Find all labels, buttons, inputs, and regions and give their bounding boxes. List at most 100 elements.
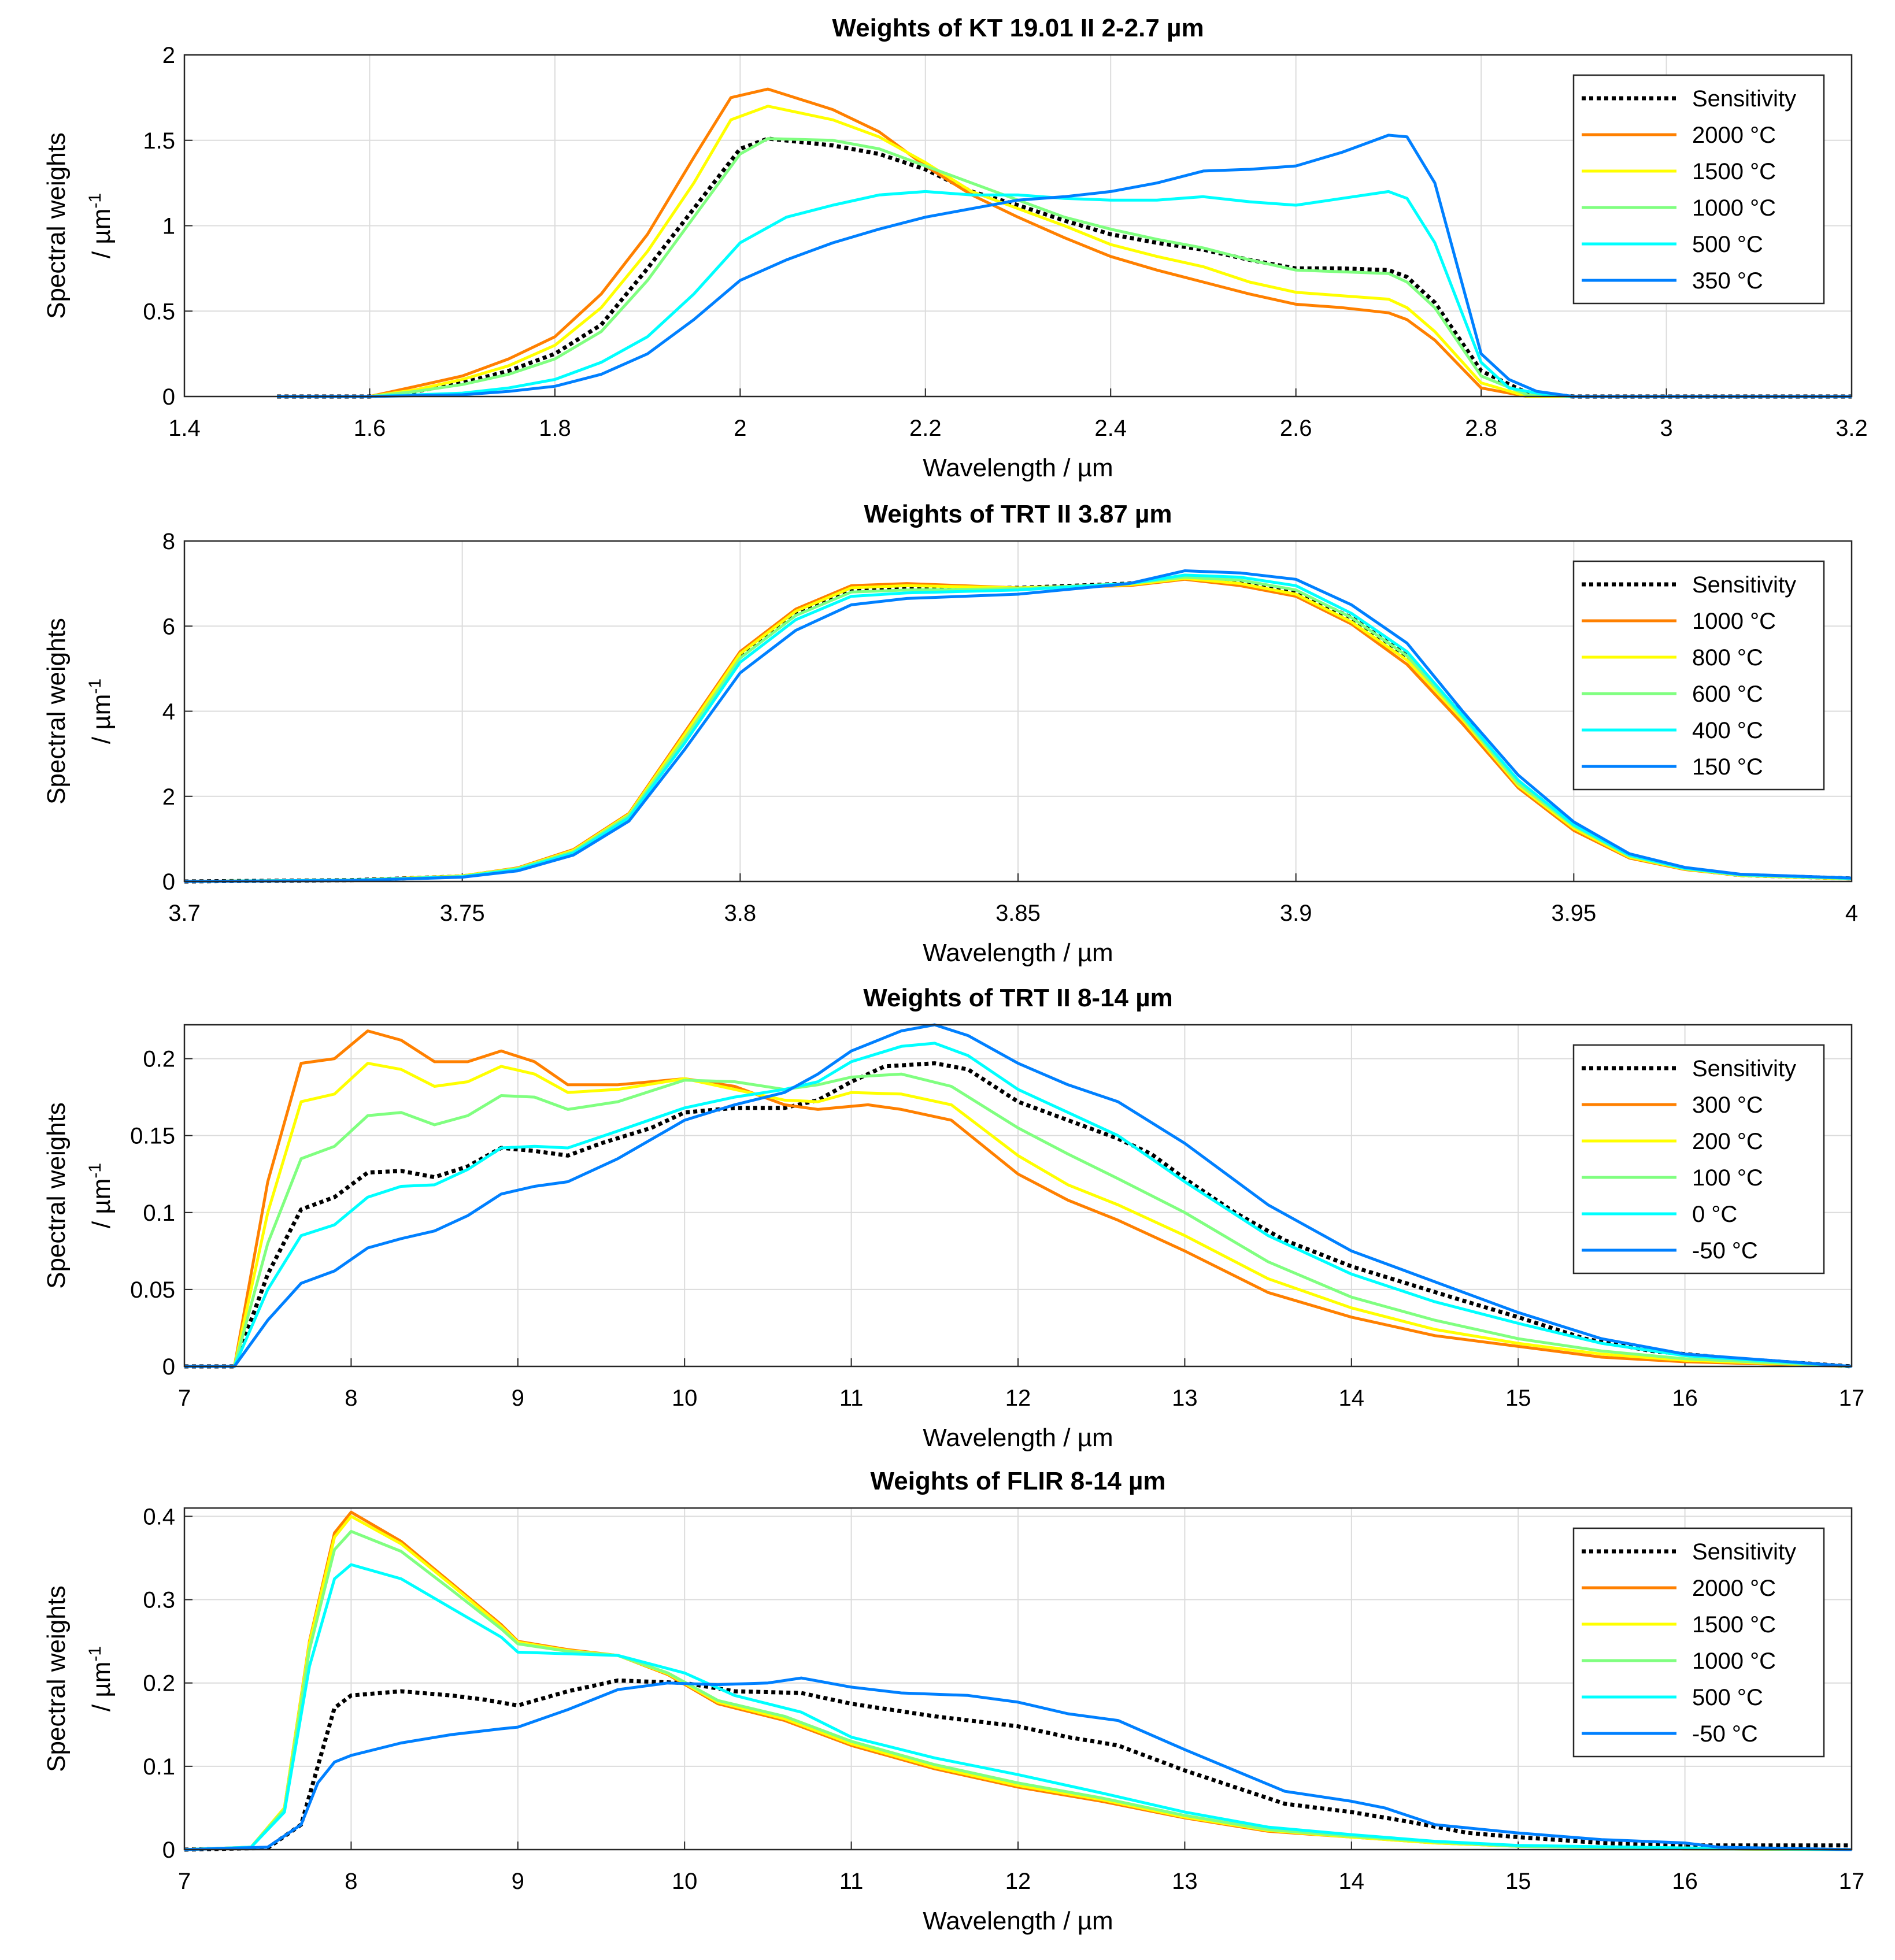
y-axis-label: Spectral weights (42, 1102, 71, 1289)
legend-item: 350 °C (1582, 268, 1763, 294)
chart-title: Weights of FLIR 8-14 µm (870, 1467, 1165, 1495)
legend-label: -50 °C (1692, 1721, 1758, 1747)
chart-panel-2: 3.7 3.75 3.8 3.85 3.9 3.95 4 0 2 4 6 8 Weights of TR… (42, 500, 1858, 967)
x-tick-label: 15 (1505, 1869, 1531, 1894)
x-tick-label: 17 (1839, 1385, 1865, 1411)
legend-item: 2000 °C (1582, 123, 1776, 148)
x-axis-label: Wavelength / µm (923, 1907, 1113, 1935)
y-axis-label: Spectral weights (42, 618, 71, 805)
y-axis-label: Spectral weights (42, 1585, 71, 1772)
chart-title: Weights of TRT II 8-14 µm (863, 984, 1172, 1012)
x-tick-label: 10 (672, 1385, 698, 1411)
x-tick-label: 2 (734, 416, 746, 441)
legend-item: Sensitivity (1582, 86, 1796, 112)
y-tick-label: 0.1 (143, 1754, 175, 1780)
y-axis-unit-label: / µm-1 (86, 193, 116, 258)
x-tick-label: 3.7 (168, 901, 201, 926)
legend-label: Sensitivity (1692, 572, 1796, 598)
y-axis-unit: / µm (87, 209, 116, 258)
x-tick-label: 8 (345, 1869, 357, 1894)
x-tick-label: 3.8 (724, 901, 757, 926)
legend-item: 1000 °C (1582, 195, 1776, 221)
y-axis-unit-label: / µm-1 (86, 1163, 116, 1228)
x-tick-label: 3.95 (1551, 901, 1596, 926)
legend: Sensitivity 2000 °C 1500 °C 1000 °C 500 °C -5… (1572, 1527, 1825, 1758)
legend-item: 500 °C (1582, 232, 1763, 257)
y-tick-label: 0 (162, 1837, 175, 1863)
y-tick-label: 0.2 (143, 1671, 175, 1696)
legend-label: 2000 °C (1692, 123, 1776, 148)
legend-item: -50 °C (1582, 1721, 1758, 1747)
y-axis-unit: / µm (87, 1662, 116, 1711)
x-tick-label: 1.8 (539, 416, 571, 441)
legend-item: -50 °C (1582, 1238, 1758, 1264)
legend-label: 100 °C (1692, 1165, 1763, 1191)
axes-box (183, 1507, 1853, 1851)
series-line-4 (184, 1042, 1852, 1368)
legend-box (1572, 560, 1825, 791)
legend-box (1572, 74, 1825, 305)
legend-item: 2000 °C (1582, 1576, 1776, 1601)
x-tick-label: 12 (1005, 1869, 1031, 1894)
y-tick-label: 6 (162, 614, 175, 639)
series-line-3 (184, 1529, 1852, 1851)
y-tick-label: 0 (162, 1354, 175, 1380)
legend: Sensitivity 2000 °C 1500 °C 1000 °C 500 °C 35… (1572, 74, 1825, 305)
y-axis-unit-label: / µm-1 (86, 1646, 116, 1711)
chart-panel-4: 7 8 9 10 11 12 13 14 15 16 17 0 0.1 0.2 0.3 0.4 Weights … (42, 1467, 1864, 1935)
x-tick-label: 10 (672, 1869, 698, 1894)
x-axis-label: Wavelength / µm (923, 1424, 1113, 1452)
legend-label: 2000 °C (1692, 1576, 1776, 1601)
y-tick-label: 1.5 (143, 128, 175, 154)
legend-box (1572, 1044, 1825, 1274)
legend-label: 800 °C (1692, 645, 1763, 670)
x-tick-label: 13 (1172, 1385, 1198, 1411)
x-tick-label: 3.9 (1280, 901, 1312, 926)
x-tick-label: 14 (1339, 1385, 1365, 1411)
x-tick-label: 1.4 (168, 416, 201, 441)
legend-label: 1000 °C (1692, 195, 1776, 221)
x-tick-label: 13 (1172, 1869, 1198, 1894)
series-line-5 (184, 569, 1852, 883)
legend-item: 1500 °C (1582, 1612, 1776, 1637)
x-tick-label: 14 (1339, 1869, 1365, 1894)
y-tick-label: 0 (162, 384, 175, 410)
legend-label: 0 °C (1692, 1202, 1737, 1227)
legend-label: 1000 °C (1692, 609, 1776, 634)
legend-label: 500 °C (1692, 232, 1763, 257)
x-tick-label: 15 (1505, 1385, 1531, 1411)
legend-label: 400 °C (1692, 718, 1763, 743)
legend-item: 800 °C (1582, 645, 1763, 670)
series-line-5 (184, 1676, 1852, 1851)
legend-item: 150 °C (1582, 754, 1763, 780)
legend-label: Sensitivity (1692, 86, 1796, 112)
legend-label: 1500 °C (1692, 159, 1776, 184)
x-tick-label: 9 (512, 1869, 524, 1894)
legend-label: 150 °C (1692, 754, 1763, 780)
y-tick-label: 0.4 (143, 1504, 175, 1529)
series-line-0 (184, 1061, 1852, 1369)
x-tick-label: 11 (839, 1869, 864, 1894)
x-tick-label: 9 (512, 1385, 524, 1411)
x-tick-label: 3 (1660, 416, 1672, 441)
legend-label: -50 °C (1692, 1238, 1758, 1264)
x-tick-label: 12 (1005, 1385, 1031, 1411)
y-axis-label: Spectral weights (42, 132, 71, 319)
x-tick-label: 2.4 (1094, 416, 1127, 441)
legend: Sensitivity 1000 °C 800 °C 600 °C 400 °C 150 … (1572, 560, 1825, 791)
legend-label: 300 °C (1692, 1092, 1763, 1118)
chart-panel-3: 7 8 9 10 11 12 13 14 15 16 17 0 0.05 0.1 0.15 0.2 Weight… (42, 984, 1864, 1452)
series-line-1 (184, 1029, 1852, 1368)
legend-label: 350 °C (1692, 268, 1763, 294)
y-tick-label: 4 (162, 699, 175, 725)
axes-box (183, 540, 1853, 883)
y-axis-unit: / µm (87, 1179, 116, 1228)
legend-item: 400 °C (1582, 718, 1763, 743)
legend-label: Sensitivity (1692, 1056, 1796, 1081)
axes-box (183, 1024, 1853, 1368)
y-tick-label: 0.5 (143, 299, 175, 324)
legend-label: 1000 °C (1692, 1648, 1776, 1674)
legend-item: 200 °C (1582, 1129, 1763, 1154)
y-tick-label: 0.3 (143, 1588, 175, 1613)
